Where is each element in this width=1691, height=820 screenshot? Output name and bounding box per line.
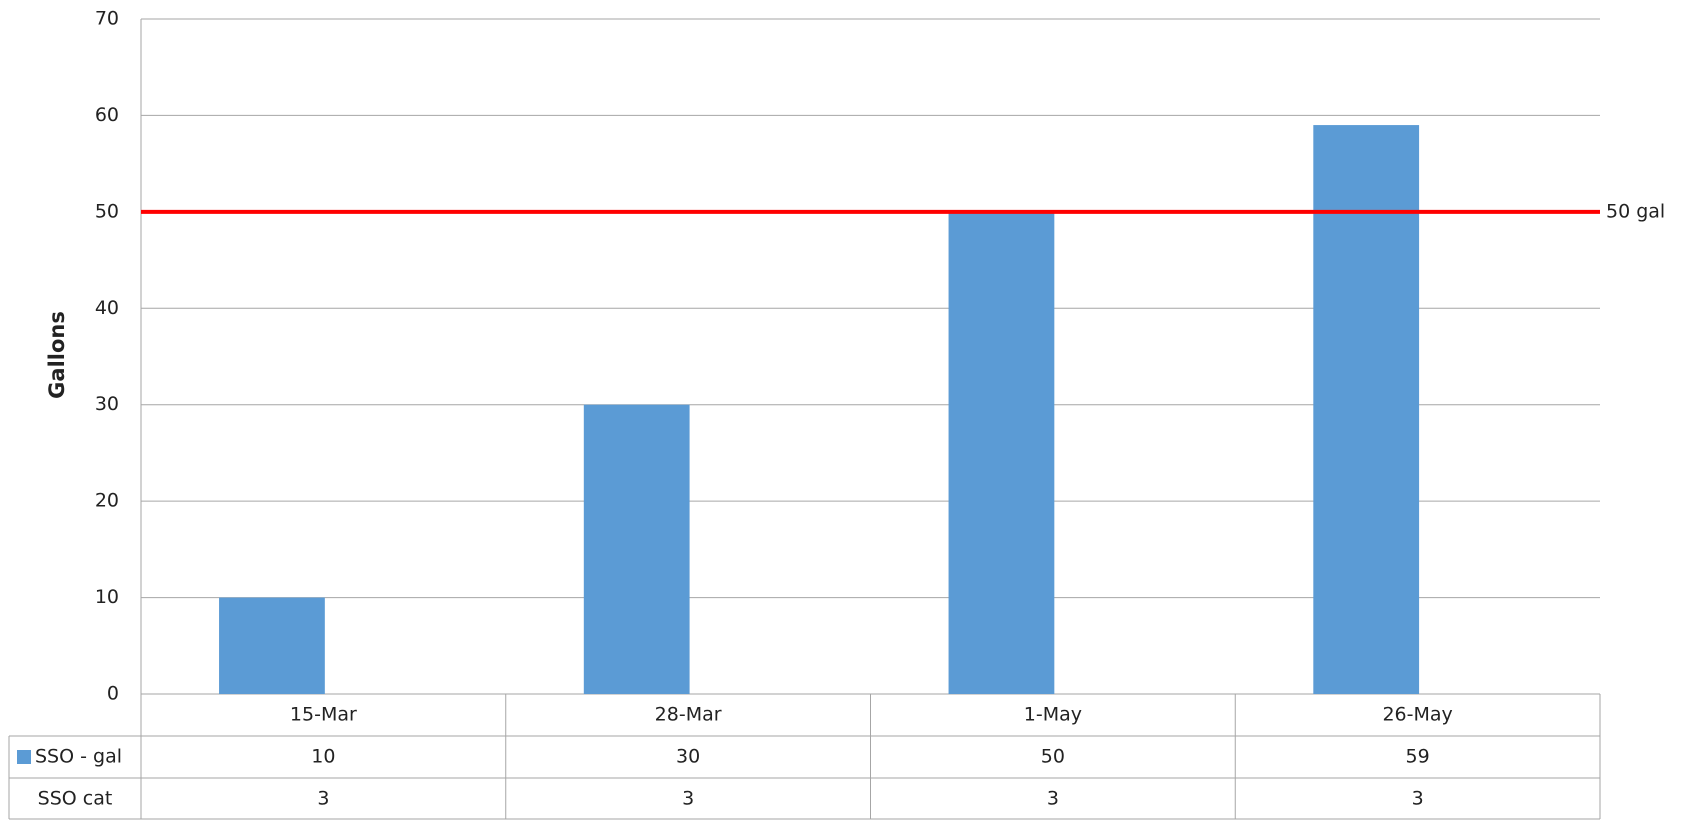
bar [583, 404, 690, 694]
bar [1313, 125, 1420, 695]
legend-swatch [17, 750, 31, 764]
table-value: 50 [1041, 746, 1065, 768]
x-tick-label: 26-May [1382, 704, 1452, 726]
legend-label: SSO - gal [35, 746, 122, 768]
threshold-label: 50 gal [1606, 200, 1665, 222]
bar [948, 211, 1055, 694]
table-value: 3 [317, 788, 329, 810]
y-tick-label: 40 [95, 297, 119, 319]
table-value: 3 [1047, 788, 1059, 810]
y-axis-label: Gallons [45, 311, 69, 399]
table-value: 3 [1412, 788, 1424, 810]
y-tick-label: 60 [95, 104, 119, 126]
bar [219, 597, 325, 694]
y-tick-label: 70 [95, 8, 119, 30]
table-value: 10 [311, 746, 335, 768]
x-tick-label: 1-May [1024, 704, 1082, 726]
x-tick-label: 28-Mar [655, 704, 722, 726]
y-tick-label: 10 [95, 586, 119, 608]
y-tick-label: 50 [95, 200, 119, 222]
table-value: 30 [676, 746, 700, 768]
x-tick-label: 15-Mar [290, 704, 357, 726]
table-value: 3 [682, 788, 694, 810]
y-tick-label: 30 [95, 393, 119, 415]
y-tick-label: 0 [107, 683, 119, 705]
legend-label: SSO cat [38, 788, 113, 810]
y-tick-label: 20 [95, 490, 119, 512]
table-value: 59 [1406, 746, 1430, 768]
